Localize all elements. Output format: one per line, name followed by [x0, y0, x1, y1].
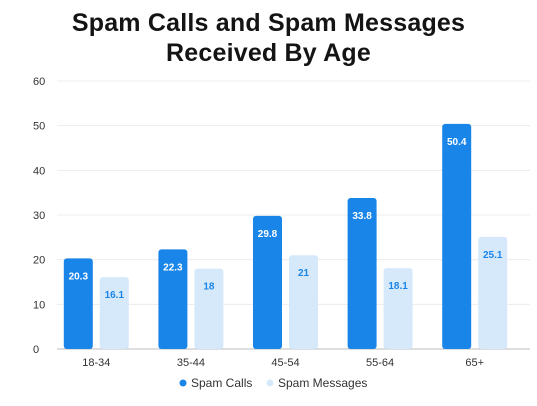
y-tick-label: 20: [33, 255, 45, 267]
bar-data-label: 25.1: [483, 250, 503, 261]
x-tick-label: 65+: [465, 357, 484, 369]
bar-data-label: 18.1: [388, 281, 408, 292]
chart-title: Spam Calls and Spam Messages Received By…: [71, 9, 466, 67]
bar-data-label: 29.8: [258, 229, 278, 240]
bar-data-label: 22.3: [163, 262, 183, 273]
legend-marker: [266, 379, 274, 387]
x-tick-label: 35-44: [177, 357, 205, 369]
y-tick-label: 30: [33, 210, 45, 222]
y-tick-label: 60: [33, 76, 45, 88]
bar: [442, 123, 472, 349]
legend-label: Spam Calls: [191, 376, 252, 390]
x-tick-label: 45-54: [271, 357, 299, 369]
x-tick-label: 55-64: [366, 357, 394, 369]
y-tick-label: 50: [33, 121, 45, 133]
legend-label: Spam Messages: [278, 376, 367, 390]
bar-data-label: 18: [203, 282, 215, 293]
legend-marker: [179, 379, 187, 387]
y-tick-label: 40: [33, 165, 45, 177]
bar-data-label: 21: [298, 268, 310, 279]
bar-data-label: 20.3: [69, 271, 89, 282]
bar: [478, 236, 508, 349]
bar: [99, 277, 129, 349]
bar: [158, 249, 188, 349]
bar-data-label: 33.8: [352, 211, 372, 222]
bar-data-label: 16.1: [105, 290, 125, 301]
bar: [347, 198, 377, 349]
bar: [253, 215, 282, 349]
bar-data-label: 50.4: [447, 137, 467, 148]
bar: [383, 268, 413, 349]
y-tick-label: 0: [33, 344, 39, 356]
bar: [289, 255, 318, 349]
y-tick-label: 10: [33, 299, 45, 311]
bar: [194, 268, 224, 349]
x-tick-label: 18-34: [82, 357, 110, 369]
bar: [63, 258, 93, 349]
